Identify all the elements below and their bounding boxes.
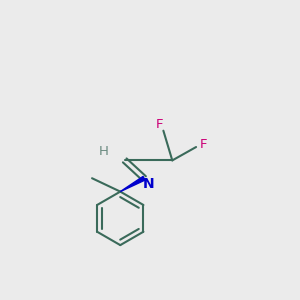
- Text: H: H: [99, 145, 109, 158]
- Polygon shape: [120, 176, 145, 192]
- Text: N: N: [143, 177, 154, 190]
- Text: F: F: [156, 118, 164, 130]
- Text: F: F: [200, 138, 207, 151]
